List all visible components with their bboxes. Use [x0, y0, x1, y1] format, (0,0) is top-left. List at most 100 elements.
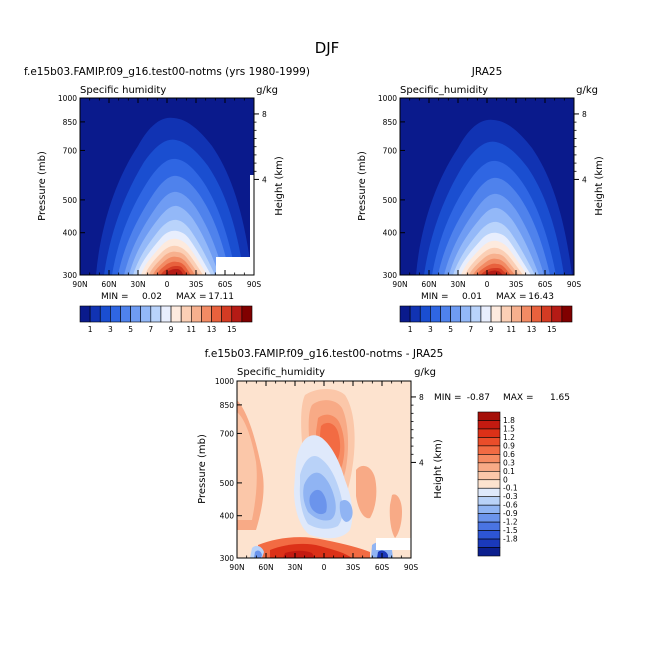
y-tick-label: 400 [383, 229, 398, 238]
colorbar-label: 3 [108, 325, 113, 334]
x-tick-label: 90S [404, 563, 419, 572]
positive-anomaly [356, 465, 377, 519]
height-tick-label: 8 [419, 393, 424, 402]
colorbar-swatch [399, 305, 411, 323]
colorbar-swatch [99, 305, 111, 323]
colorbar-swatch [551, 305, 563, 323]
colorbar-label: 9 [169, 325, 174, 334]
colorbar-swatch [241, 305, 253, 323]
y-tick-label: 500 [220, 479, 235, 488]
units-label: g/kg [256, 85, 278, 96]
colorbar-swatch [477, 513, 501, 523]
colorbar-label: -1.8 [503, 535, 518, 544]
x-tick-label: 30S [189, 280, 204, 289]
y-tick-label: 700 [63, 146, 78, 155]
colorbar-label: 15 [227, 325, 237, 334]
max-label: MAX = [496, 292, 527, 302]
variable-label: Specific humidity [80, 85, 166, 96]
x-tick-label: 60S [375, 563, 390, 572]
x-tick-label: 60S [538, 280, 553, 289]
positive-anomaly [237, 412, 257, 520]
height-tick-label: 8 [262, 110, 267, 119]
colorbar-label: 7 [468, 325, 473, 334]
colorbar-label: 15 [547, 325, 557, 334]
colorbar-label: 0.3 [503, 458, 515, 467]
min-label: MIN = [421, 292, 449, 302]
colorbar-swatch [419, 305, 431, 323]
colorbar-swatch [79, 305, 91, 323]
y-tick-label: 300 [220, 554, 235, 563]
colorbar-swatch [150, 305, 162, 323]
positive-anomaly [389, 494, 402, 538]
y-tick-label: 500 [383, 196, 398, 205]
missing-data-patch [376, 538, 411, 550]
axes: 90N 60N 30N 0 30S 60S 90S 300 400 500 700 850 1000 8 4 [58, 94, 267, 289]
colorbar-label: 0.9 [503, 441, 515, 450]
colorbar-swatch [201, 305, 212, 323]
colorbar-swatch [561, 305, 573, 323]
negative-anomaly [309, 489, 327, 515]
min-label: MIN = [434, 393, 462, 403]
colorbar-swatch [130, 305, 142, 323]
colorbar-label: 0 [503, 475, 508, 484]
panel-title: f.e15b03.FAMIP.f09_g16.test00-notms - JR… [205, 348, 444, 360]
colorbar-label: 1 [408, 325, 413, 334]
colorbar-label: 1.8 [503, 416, 515, 425]
right-axis-label: Height (km) [594, 156, 605, 216]
x-tick-label: 0 [485, 280, 490, 289]
colorbar-swatch [89, 305, 101, 323]
colorbar-swatch [477, 462, 501, 472]
colorbar-label: 13 [207, 325, 217, 334]
colorbar-swatch [477, 437, 501, 447]
contour-15 [165, 269, 183, 275]
colorbar-label: 13 [527, 325, 537, 334]
panel-title: JRA25 [471, 66, 503, 78]
x-tick-label: 90N [229, 563, 244, 572]
colorbar-swatch [180, 305, 192, 323]
min-label: MIN = [101, 292, 129, 302]
colorbar-swatch [450, 305, 462, 323]
colorbar-swatch [221, 305, 233, 323]
colorbar-swatch [440, 305, 451, 323]
x-tick-label: 60N [101, 280, 116, 289]
panel-difference: f.e15b03.FAMIP.f09_g16.test00-notms - JR… [197, 348, 570, 572]
colorbar-swatch [477, 521, 501, 531]
contour-field [237, 381, 411, 558]
colorbar-swatch [470, 305, 482, 323]
colorbar-swatch [477, 420, 501, 430]
colorbar-label: 0.1 [503, 467, 515, 476]
colorbar-label: -0.1 [503, 484, 518, 493]
min-value: 0.02 [142, 292, 162, 302]
colorbar-swatch [460, 305, 472, 323]
y-tick-label: 400 [220, 512, 235, 521]
right-axis-label: Height (km) [274, 156, 285, 216]
colorbar-swatch [477, 496, 501, 506]
y-axis-label: Pressure (mb) [37, 151, 48, 221]
colorbar-label: 3 [428, 325, 433, 334]
colorbar-swatch [531, 305, 542, 323]
x-tick-label: 90N [72, 280, 87, 289]
y-tick-label: 700 [383, 146, 398, 155]
y-tick-label: 1000 [215, 377, 234, 386]
max-label: MAX = [503, 393, 534, 403]
colorbar-swatch [477, 428, 501, 438]
colorbar-label: -1.5 [503, 526, 518, 535]
colorbar-swatch [477, 454, 501, 464]
colorbar-swatch [120, 305, 131, 323]
right-axis-label: Height (km) [433, 439, 444, 499]
units-label: g/kg [414, 367, 436, 378]
colorbar-label: -0.9 [503, 509, 518, 518]
colorbar-label: 11 [187, 325, 197, 334]
colorbar-swatch [510, 305, 522, 323]
colorbar-label: -0.6 [503, 501, 518, 510]
x-tick-label: 30N [287, 563, 302, 572]
missing-data-patch [250, 175, 254, 275]
x-tick-label: 30N [450, 280, 465, 289]
colorbar-swatch [477, 487, 501, 498]
colorbar-swatch [110, 305, 121, 323]
height-tick-label: 8 [582, 110, 587, 119]
colorbar-label: 1 [88, 325, 93, 334]
colorbar-swatch [477, 470, 501, 481]
colorbar-label: 5 [128, 325, 133, 334]
